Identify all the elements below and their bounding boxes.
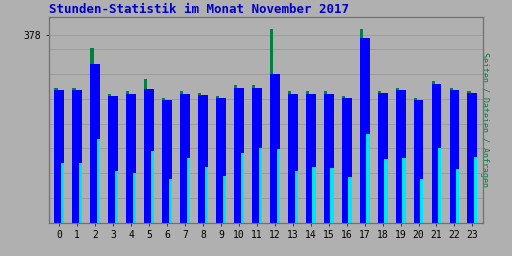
Bar	[396, 90, 406, 223]
Bar	[474, 157, 477, 223]
Bar	[360, 38, 370, 223]
Bar	[360, 29, 363, 223]
Bar	[205, 167, 208, 223]
Bar	[198, 95, 208, 223]
Bar	[385, 159, 388, 223]
Bar	[378, 91, 381, 223]
Bar	[126, 91, 130, 223]
Bar	[270, 74, 280, 223]
Bar	[162, 98, 165, 223]
Bar	[342, 96, 345, 223]
Bar	[216, 98, 226, 223]
Bar	[90, 64, 100, 223]
Bar	[223, 176, 226, 223]
Bar	[126, 94, 136, 223]
Bar	[72, 88, 76, 223]
Bar	[241, 153, 244, 223]
Bar	[162, 100, 172, 223]
Bar	[414, 98, 417, 223]
Bar	[90, 48, 94, 223]
Bar	[133, 173, 136, 223]
Bar	[306, 91, 309, 223]
Bar	[420, 179, 423, 223]
Bar	[252, 85, 255, 223]
Bar	[187, 158, 190, 223]
Bar	[294, 171, 298, 223]
Bar	[414, 100, 423, 223]
Bar	[432, 81, 435, 223]
Bar	[180, 91, 183, 223]
Bar	[169, 179, 172, 223]
Bar	[252, 88, 262, 223]
Bar	[378, 93, 388, 223]
Bar	[151, 151, 154, 223]
Text: Stunden-Statistik im Monat November 2017: Stunden-Statistik im Monat November 2017	[49, 3, 349, 16]
Bar	[342, 98, 352, 223]
Bar	[467, 93, 477, 223]
Bar	[467, 91, 471, 223]
Bar	[72, 90, 82, 223]
Bar	[276, 149, 280, 223]
Bar	[288, 91, 291, 223]
Bar	[144, 89, 154, 223]
Bar	[450, 88, 453, 223]
Bar	[438, 148, 441, 223]
Bar	[234, 85, 237, 223]
Bar	[396, 88, 399, 223]
Bar	[288, 94, 298, 223]
Bar	[312, 167, 316, 223]
Bar	[367, 134, 370, 223]
Bar	[450, 90, 459, 223]
Bar	[216, 96, 219, 223]
Bar	[306, 94, 316, 223]
Bar	[115, 171, 118, 223]
Bar	[330, 168, 334, 223]
Bar	[144, 79, 147, 223]
Bar	[259, 148, 262, 223]
Bar	[324, 91, 327, 223]
Bar	[456, 169, 459, 223]
Bar	[61, 163, 64, 223]
Bar	[108, 94, 112, 223]
Bar	[180, 94, 190, 223]
Bar	[432, 84, 441, 223]
Bar	[54, 90, 64, 223]
Bar	[79, 163, 82, 223]
Bar	[348, 177, 352, 223]
Bar	[97, 140, 100, 223]
Bar	[234, 88, 244, 223]
Bar	[402, 158, 406, 223]
Bar	[198, 93, 201, 223]
Bar	[54, 88, 57, 223]
Y-axis label: Seiten / Dateien / Anfragen: Seiten / Dateien / Anfragen	[480, 52, 489, 187]
Bar	[270, 29, 273, 223]
Bar	[108, 96, 118, 223]
Bar	[324, 94, 334, 223]
